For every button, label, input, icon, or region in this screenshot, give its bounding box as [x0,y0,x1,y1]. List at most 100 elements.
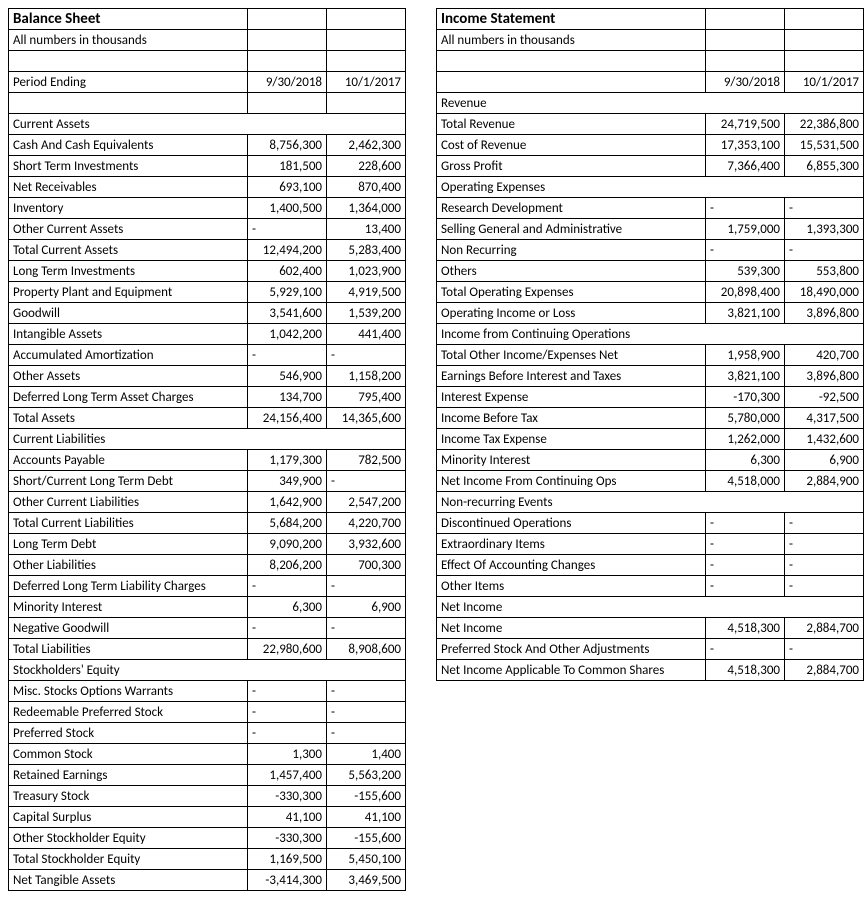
row-value-2: 6,855,300 [785,156,864,177]
row-label: Short Term Investments [9,156,248,177]
row-value-1: 6,300 [248,597,327,618]
row-value-2: - [327,681,406,702]
row-label: Net Income Applicable To Common Shares [437,660,706,681]
income-col1-header: 9/30/2018 [706,72,785,93]
row-value-2: 41,100 [327,807,406,828]
row-value-2: 3,896,800 [785,366,864,387]
row-label: Other Current Assets [9,219,248,240]
row-value-2: - [327,723,406,744]
row-value-1: 6,300 [706,450,785,471]
row-value-1: - [706,240,785,261]
row-label: Long Term Debt [9,534,248,555]
row-label: Research Development [437,198,706,219]
row-label: Capital Surplus [9,807,248,828]
row-value-1: -170,300 [706,387,785,408]
row-value-1: - [248,219,327,240]
row-label: Deferred Long Term Asset Charges [9,387,248,408]
section-header: Current Liabilities [9,429,406,450]
row-label: Non Recurring [437,240,706,261]
row-label: Total Current Assets [9,240,248,261]
row-value-2: - [785,513,864,534]
row-value-1: 4,518,000 [706,471,785,492]
row-label: Cash And Cash Equivalents [9,135,248,156]
row-value-2: -92,500 [785,387,864,408]
row-value-1: - [706,513,785,534]
row-label: Total Operating Expenses [437,282,706,303]
row-value-1: 1,642,900 [248,492,327,513]
row-value-1: 5,929,100 [248,282,327,303]
row-label: Extraordinary Items [437,534,706,555]
row-label: Inventory [9,198,248,219]
row-value-2: - [785,555,864,576]
row-value-1: - [248,702,327,723]
row-value-2: 1,364,000 [327,198,406,219]
section-header: Stockholders' Equity [9,660,406,681]
row-label: Discontinued Operations [437,513,706,534]
row-value-1: 539,300 [706,261,785,282]
row-value-2: 15,531,500 [785,135,864,156]
row-value-2: 2,884,700 [785,618,864,639]
row-value-1: 5,684,200 [248,513,327,534]
row-label: Net Income [437,618,706,639]
balance-sheet-table: Balance Sheet All numbers in thousands P… [8,8,406,891]
balance-sheet-title: Balance Sheet [9,9,248,30]
row-value-1: 3,821,100 [706,366,785,387]
row-value-2: - [785,198,864,219]
row-label: Minority Interest [9,597,248,618]
row-value-2: 5,450,100 [327,849,406,870]
row-label: Accounts Payable [9,450,248,471]
row-value-2: 228,600 [327,156,406,177]
row-value-1: -330,300 [248,828,327,849]
row-value-2: 2,462,300 [327,135,406,156]
row-value-1: 181,500 [248,156,327,177]
row-value-2: 8,908,600 [327,639,406,660]
row-value-2: 3,469,500 [327,870,406,891]
row-value-1: - [248,723,327,744]
section-header: Income from Continuing Operations [437,324,864,345]
row-value-1: 546,900 [248,366,327,387]
row-label: Total Current Liabilities [9,513,248,534]
section-header: Net Income [437,597,864,618]
row-label: Treasury Stock [9,786,248,807]
row-label: Minority Interest [437,450,706,471]
row-value-1: 1,300 [248,744,327,765]
row-value-1: 1,400,500 [248,198,327,219]
row-value-2: 5,283,400 [327,240,406,261]
row-value-2: -155,600 [327,786,406,807]
row-label: Earnings Before Interest and Taxes [437,366,706,387]
row-label: Goodwill [9,303,248,324]
row-value-2: 5,563,200 [327,765,406,786]
row-value-2: 795,400 [327,387,406,408]
row-value-1: 24,156,400 [248,408,327,429]
row-value-2: - [785,534,864,555]
row-value-2: - [327,618,406,639]
row-label: Net Receivables [9,177,248,198]
row-value-2: - [785,240,864,261]
row-value-1: 4,518,300 [706,618,785,639]
row-label: Net Tangible Assets [9,870,248,891]
section-header: Revenue [437,93,864,114]
row-value-1: 4,518,300 [706,660,785,681]
row-label: Redeemable Preferred Stock [9,702,248,723]
row-label: Preferred Stock And Other Adjustments [437,639,706,660]
row-value-1: 7,366,400 [706,156,785,177]
row-value-2: 6,900 [785,450,864,471]
row-label: Other Items [437,576,706,597]
balance-sheet-section: Balance Sheet All numbers in thousands P… [8,8,406,891]
row-label: Operating Income or Loss [437,303,706,324]
row-value-1: 12,494,200 [248,240,327,261]
row-value-1: 3,541,600 [248,303,327,324]
row-value-2: 1,432,600 [785,429,864,450]
row-value-2: 6,900 [327,597,406,618]
row-value-2: - [327,471,406,492]
row-value-2: 441,400 [327,324,406,345]
row-value-2: 3,896,800 [785,303,864,324]
income-col2-header: 10/1/2017 [785,72,864,93]
row-label: Total Liabilities [9,639,248,660]
row-label: Retained Earnings [9,765,248,786]
row-label: Total Stockholder Equity [9,849,248,870]
row-value-1: - [706,198,785,219]
row-value-2: 13,400 [327,219,406,240]
row-value-1: 602,400 [248,261,327,282]
row-label: Property Plant and Equipment [9,282,248,303]
